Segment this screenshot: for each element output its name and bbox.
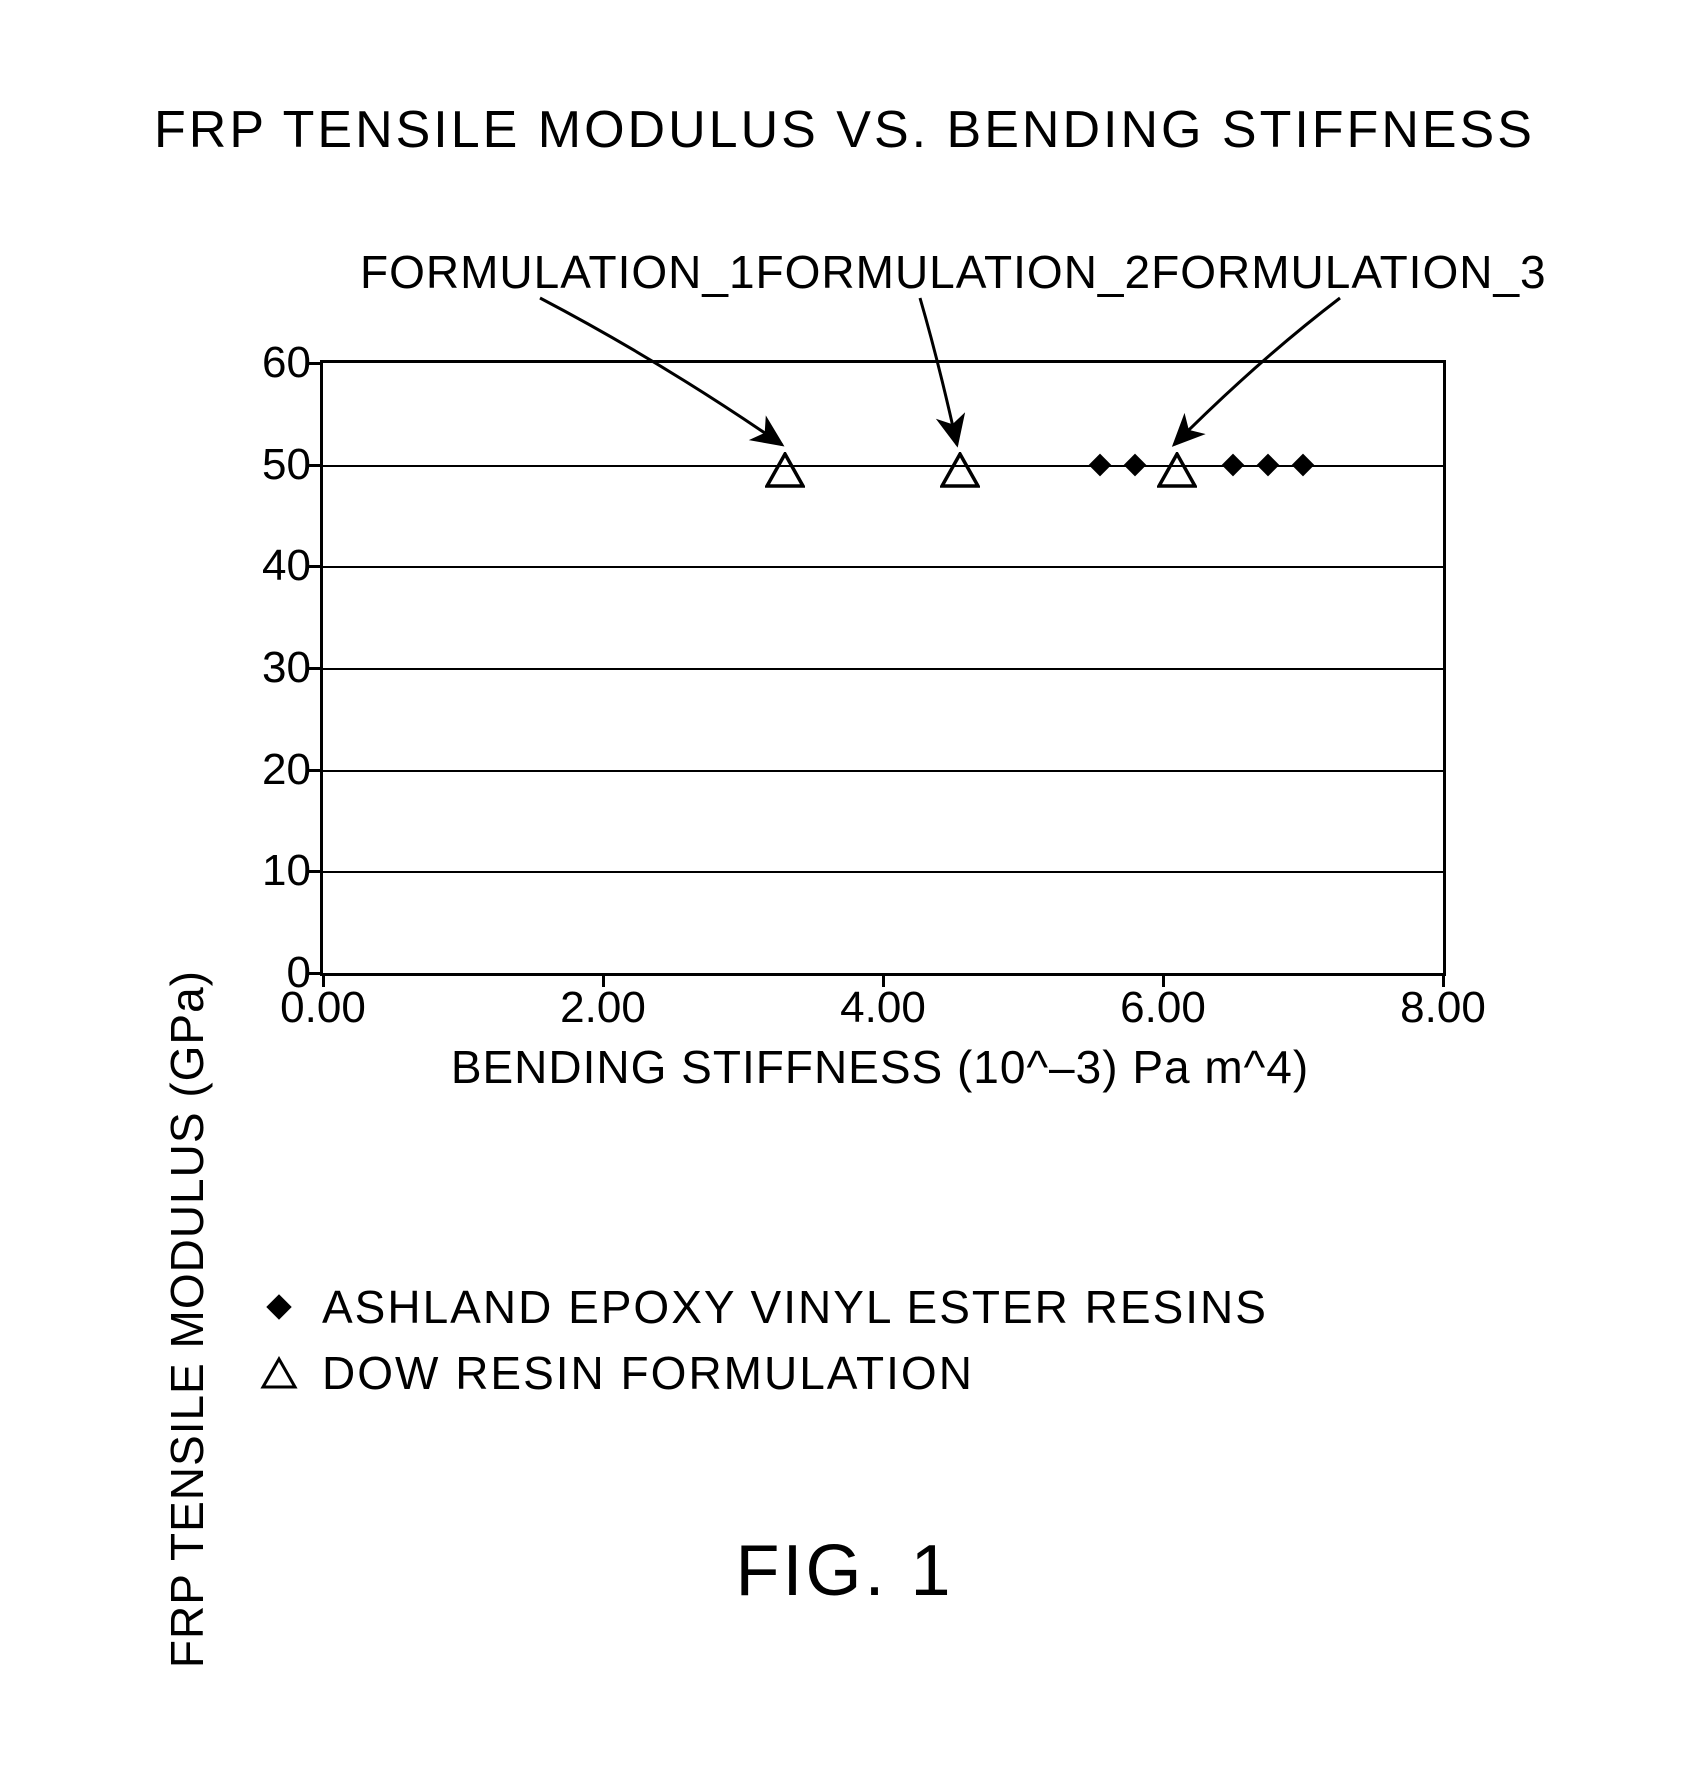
data-point-diamond [1124,453,1147,476]
x-tick-label: 2.00 [560,983,646,1033]
x-tick-label: 4.00 [840,983,926,1033]
plot-area: 01020304050600.002.004.006.008.00 [320,360,1446,976]
data-point-triangle [765,452,805,488]
chart-title: FRP TENSILE MODULUS VS. BENDING STIFFNES… [0,100,1689,160]
gridline [323,566,1443,568]
x-tick-label: 6.00 [1120,983,1206,1033]
gridline [323,770,1443,772]
y-tick-label: 40 [262,541,311,591]
gridline [323,668,1443,670]
annotation-labels: FORMULATION_1 FORMULATION_2 FORMULATION_… [360,245,1480,299]
y-tick-label: 20 [262,745,311,795]
figure-page: FRP TENSILE MODULUS VS. BENDING STIFFNES… [0,0,1689,1773]
data-point-triangle [940,452,980,488]
y-tick [309,769,323,772]
diamond-filled-icon [266,1294,291,1319]
legend-label: DOW RESIN FORMULATION [322,1346,974,1400]
data-point-diamond [1089,453,1112,476]
y-tick [309,667,323,670]
y-tick [309,464,323,467]
y-tick-label: 10 [262,846,311,896]
triangle-open-icon [260,1356,298,1390]
y-tick-label: 30 [262,643,311,693]
y-tick-label: 60 [262,338,311,388]
y-tick [309,565,323,568]
y-tick-label: 50 [262,440,311,490]
annotation-formulation-2: FORMULATION_2 [756,245,1152,299]
y-tick [309,362,323,365]
x-tick-label: 0.00 [280,983,366,1033]
annotation-formulation-1: FORMULATION_1 [360,245,756,299]
legend-label: ASHLAND EPOXY VINYL ESTER RESINS [322,1280,1268,1334]
legend: ASHLAND EPOXY VINYL ESTER RESINS DOW RES… [260,1280,1268,1412]
legend-item-ashland: ASHLAND EPOXY VINYL ESTER RESINS [260,1280,1268,1334]
data-point-diamond [1222,453,1245,476]
gridline [323,871,1443,873]
legend-item-dow: DOW RESIN FORMULATION [260,1346,1268,1400]
data-point-diamond [1292,453,1315,476]
x-axis-label: BENDING STIFFNESS (10^–3) Pa m^4) [451,1040,1309,1094]
y-tick [309,972,323,975]
figure-caption: FIG. 1 [0,1530,1689,1612]
annotation-formulation-3: FORMULATION_3 [1151,245,1547,299]
data-point-triangle [1157,452,1197,488]
data-point-diamond [1257,453,1280,476]
y-tick [309,870,323,873]
x-tick-label: 8.00 [1400,983,1486,1033]
